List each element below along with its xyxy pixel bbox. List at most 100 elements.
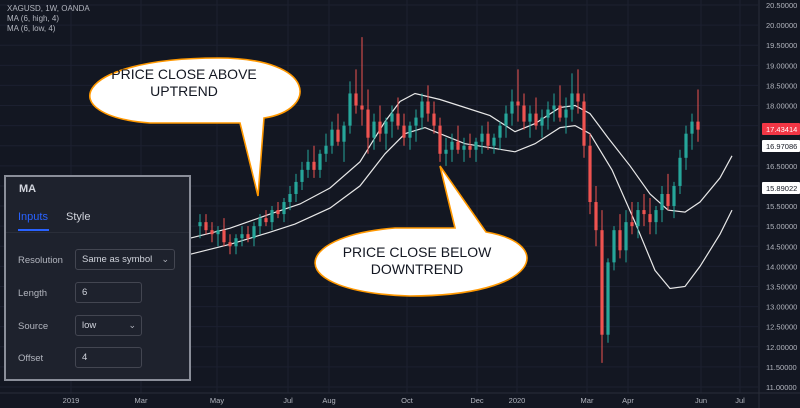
candle-body: [348, 93, 352, 126]
x-tick-label: Jul: [283, 396, 293, 405]
candle-body: [312, 161, 316, 170]
ma-settings-panel: MA Inputs Style Resolution Same as symbo…: [4, 175, 191, 381]
y-tick-label: 20.50000: [766, 1, 797, 10]
x-tick-label: Mar: [581, 396, 594, 405]
callout-uptrend-line1: PRICE CLOSE ABOVE: [111, 66, 257, 82]
candle-body: [384, 121, 388, 134]
symbol-title[interactable]: XAGUSD, 1W, OANDA: [7, 4, 90, 13]
price-badges: 17.43414 16.97086 15.89022: [762, 123, 800, 194]
callout-downtrend: PRICE CLOSE BELOW DOWNTREND: [314, 165, 528, 297]
y-tick-label: 14.50000: [766, 242, 797, 251]
candle-body: [582, 101, 586, 146]
candle-body: [420, 101, 424, 118]
candle-body: [270, 210, 274, 223]
y-tick-label: 15.50000: [766, 202, 797, 211]
candle-body: [336, 129, 340, 142]
y-tick-label: 12.50000: [766, 323, 797, 332]
candle-body: [372, 121, 376, 138]
offset-value: 4: [82, 352, 88, 363]
tab-style[interactable]: Style: [66, 211, 91, 223]
source-select[interactable]: low ⌄: [75, 315, 142, 336]
candle-body: [588, 145, 592, 203]
candle-body: [630, 222, 634, 227]
resolution-value: Same as symbol: [82, 254, 153, 265]
callout-uptrend-line2: UPTREND: [150, 83, 218, 99]
price-badge: [762, 182, 800, 194]
candle-body: [636, 210, 640, 227]
candle-body: [516, 101, 520, 106]
candle-body: [444, 149, 448, 154]
candle-body: [660, 193, 664, 211]
resolution-select[interactable]: Same as symbol ⌄: [75, 249, 175, 270]
candle-body: [408, 125, 412, 138]
x-tick-label: Oct: [401, 396, 414, 405]
candle-body: [624, 222, 628, 251]
ma-low-line: [189, 124, 733, 290]
x-tick-label: Dec: [470, 396, 484, 405]
chevron-down-icon: ⌄: [161, 254, 169, 264]
candle-body: [432, 113, 436, 126]
candle-body: [648, 214, 652, 223]
candle-body: [294, 181, 298, 194]
candle-body: [462, 145, 466, 150]
candle-body: [378, 121, 382, 134]
y-tick-label: 14.00000: [766, 262, 797, 271]
candle-body: [402, 125, 406, 138]
candle-body: [456, 141, 460, 150]
candle-body: [690, 121, 694, 134]
y-tick-label: 12.00000: [766, 343, 797, 352]
candle-body: [324, 145, 328, 154]
candle-body: [540, 117, 544, 126]
candle-body: [504, 113, 508, 126]
y-tick-label: 18.00000: [766, 102, 797, 111]
candle-body: [480, 133, 484, 142]
candle-body: [612, 230, 616, 263]
offset-label: Offset: [18, 353, 44, 364]
candle-body: [330, 129, 334, 146]
callout-uptrend: PRICE CLOSE ABOVE UPTREND: [89, 57, 301, 197]
tab-inputs[interactable]: Inputs: [18, 211, 48, 223]
candle-body: [246, 234, 250, 239]
candle-body: [618, 230, 622, 251]
price-badge-label: 15.89022: [766, 184, 797, 193]
candle-body: [216, 230, 220, 235]
panel-divider: [6, 232, 189, 233]
offset-input[interactable]: 4: [75, 347, 142, 368]
source-label: Source: [18, 321, 49, 332]
time-axis[interactable]: 2019 Mar May Jul Aug Oct Dec 2020 Mar Apr Jun Jul: [0, 392, 800, 405]
candle-body: [492, 137, 496, 146]
price-badge-label: 16.97086: [766, 142, 797, 151]
candle-body: [390, 113, 394, 122]
candle-body: [342, 125, 346, 142]
ma-high-legend[interactable]: MA (6, high, 4): [7, 14, 60, 23]
candle-body: [654, 210, 658, 223]
candle-body: [552, 105, 556, 110]
candle-body: [606, 262, 610, 335]
y-tick-label: 18.50000: [766, 81, 797, 90]
candle-body: [486, 133, 490, 146]
price-axis[interactable]: 20.50000 20.00000 19.50000 19.00000 18.50000…: [758, 0, 797, 408]
candle-body: [468, 145, 472, 150]
candle-body: [438, 125, 442, 154]
resolution-label: Resolution: [18, 255, 63, 266]
candle-body: [210, 230, 214, 235]
candle-body: [546, 109, 550, 118]
candle-body: [570, 93, 574, 110]
candle-body: [300, 169, 304, 182]
ma-low-legend[interactable]: MA (6, low, 4): [7, 24, 56, 33]
candle-body: [522, 105, 526, 122]
candle-body: [252, 226, 256, 239]
candle-body: [306, 161, 310, 170]
candle-body: [642, 210, 646, 215]
candle-body: [564, 109, 568, 118]
x-tick-label: May: [210, 396, 224, 405]
candle-body: [198, 222, 202, 227]
x-tick-label: 2020: [509, 396, 526, 405]
candle-body: [684, 133, 688, 158]
candle-body: [528, 113, 532, 122]
y-tick-label: 19.00000: [766, 61, 797, 70]
length-input[interactable]: 6: [75, 282, 142, 303]
x-tick-label: Apr: [622, 396, 634, 405]
candle-body: [276, 210, 280, 215]
